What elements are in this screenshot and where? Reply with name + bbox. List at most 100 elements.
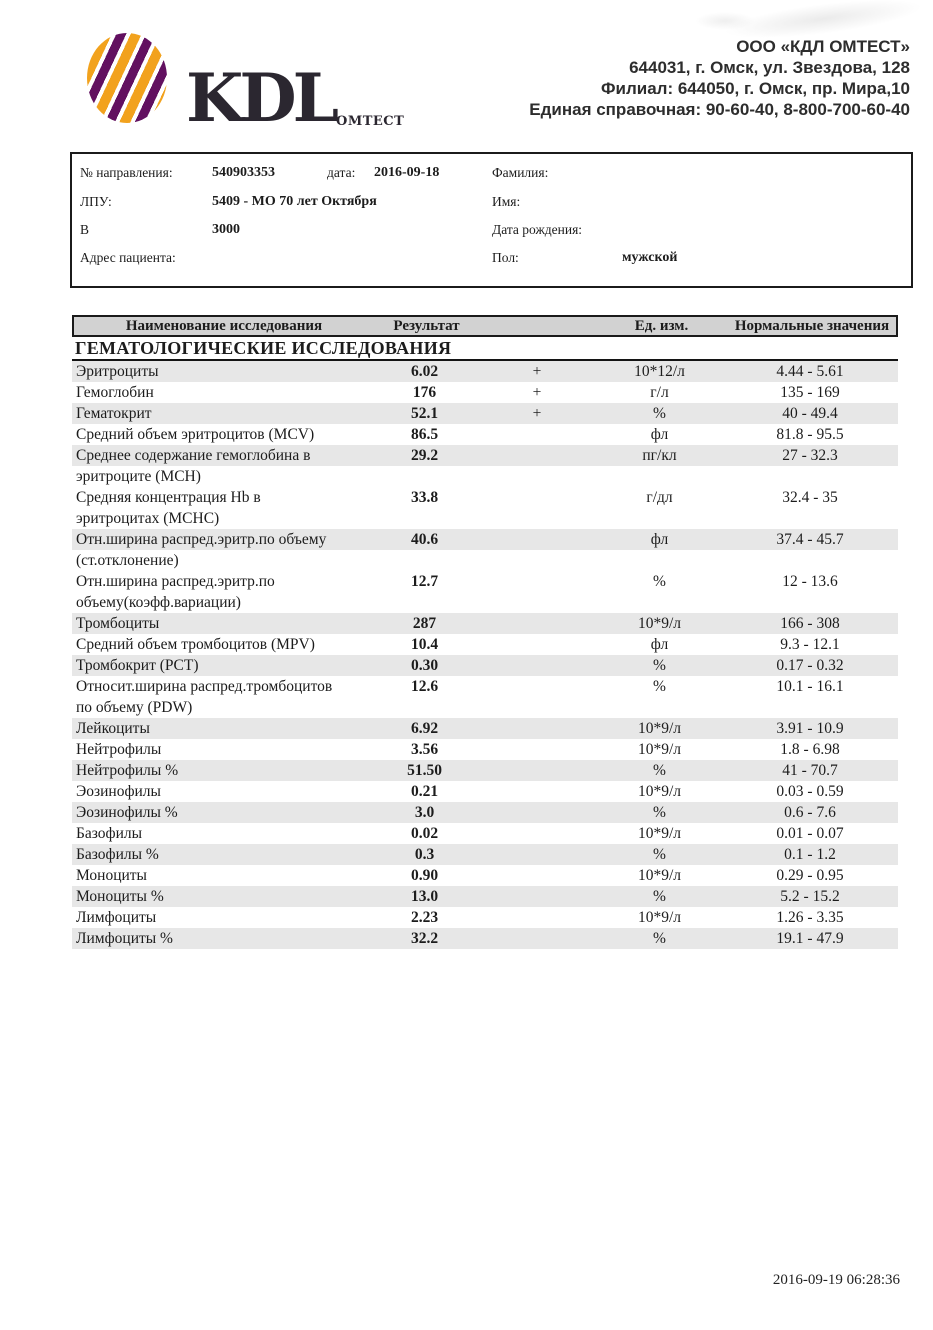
reference-range: 9.3 - 12.1 <box>780 636 840 653</box>
section-title-hematology: ГЕМАТОЛОГИЧЕСКИЕ ИССЛЕДОВАНИЯ <box>72 337 898 361</box>
sex-label: Пол: <box>492 250 519 265</box>
reference-range: 0.29 - 0.95 <box>776 867 844 884</box>
result-row: Тромбоциты 287 10*9/л 166 - 308 <box>72 613 898 634</box>
column-header-range: Нормальные значения <box>734 318 890 334</box>
test-name-cell: Базофилы <box>72 823 372 844</box>
test-name: Нейтрофилы % <box>76 762 179 779</box>
result-row: Средний объем эритроцитов (MCV) 86.5 фл … <box>72 424 898 445</box>
result-row: Гематокрит 52.1 + % 40 - 49.4 <box>72 403 898 424</box>
patient-info-box: № направления: 540903353 дата: 2016-09-1… <box>70 152 913 288</box>
kdl-sphere-logo-icon <box>87 33 167 123</box>
test-name: Отн.ширина распред.эритр.по объему <box>76 531 327 548</box>
result-value: 51.50 <box>407 762 442 779</box>
unit: % <box>653 405 666 422</box>
test-name: Тромбокрит (PCT) <box>76 657 199 674</box>
result-value: 12.7 <box>410 573 439 590</box>
results-table: Наименование исследования Результат Ед. … <box>72 315 898 949</box>
abnormal-flag <box>477 865 597 886</box>
result-value: 52.1 <box>410 405 439 422</box>
test-name-cell: Эритроциты <box>72 361 372 382</box>
date-value: 2016-09-18 <box>374 165 440 180</box>
test-name-cell: Базофилы % <box>72 844 372 865</box>
result-value: 29.2 <box>410 447 439 464</box>
result-value: 0.21 <box>410 783 439 800</box>
unit: фл <box>650 531 669 548</box>
unit: 10*9/л <box>637 615 682 632</box>
result-row: Нейтрофилы % 51.50 % 41 - 70.7 <box>72 760 898 781</box>
abnormal-flag <box>477 676 597 718</box>
unit: % <box>653 762 666 779</box>
unit: фл <box>650 636 669 653</box>
reference-range: 1.8 - 6.98 <box>780 741 840 758</box>
test-name-cell: Средний объем эритроцитов (MCV) <box>72 424 372 445</box>
abnormal-flag: + <box>532 405 542 422</box>
result-value: 0.02 <box>410 825 439 842</box>
birthdate-label: Дата рождения: <box>492 222 583 237</box>
test-name-line2: (ст.отклонение) <box>76 552 179 569</box>
result-value: 3.0 <box>414 804 435 821</box>
result-row: Эозинофилы % 3.0 % 0.6 - 7.6 <box>72 802 898 823</box>
date-label: дата: <box>327 165 356 180</box>
result-row: Тромбокрит (PCT) 0.30 % 0.17 - 0.32 <box>72 655 898 676</box>
unit: 10*9/л <box>637 720 682 737</box>
result-row: Эозинофилы 0.21 10*9/л 0.03 - 0.59 <box>72 781 898 802</box>
reference-range: 27 - 32.3 <box>782 447 838 464</box>
test-name-cell: Эозинофилы % <box>72 802 372 823</box>
abnormal-flag <box>477 655 597 676</box>
abnormal-flag <box>477 718 597 739</box>
lpu-label: ЛПУ: <box>80 194 112 209</box>
reference-range: 41 - 70.7 <box>782 762 838 779</box>
abnormal-flag <box>477 571 597 613</box>
surname-label: Фамилия: <box>492 165 549 180</box>
result-value: 2.23 <box>410 909 439 926</box>
reference-range: 37.4 - 45.7 <box>776 531 844 548</box>
result-row: Базофилы 0.02 10*9/л 0.01 - 0.07 <box>72 823 898 844</box>
reference-range: 19.1 - 47.9 <box>776 930 844 947</box>
test-name: Нейтрофилы <box>76 741 162 758</box>
unit: фл <box>650 426 669 443</box>
reference-range: 0.1 - 1.2 <box>784 846 836 863</box>
unit: г/дл <box>646 489 673 506</box>
test-name-line2: объему(коэфф.вариации) <box>76 594 241 611</box>
test-name: Отн.ширина распред.эритр.по <box>76 573 275 590</box>
v-label: В <box>80 222 90 237</box>
result-row: Лимфоциты % 32.2 % 19.1 - 47.9 <box>72 928 898 949</box>
unit: % <box>653 930 666 947</box>
sex-value: мужской <box>622 250 678 265</box>
company-phone-line: Единая справочная: 90-60-40, 8-800-700-6… <box>529 100 910 119</box>
abnormal-flag: + <box>532 384 542 401</box>
result-value: 176 <box>412 384 437 401</box>
test-name: Лимфоциты <box>76 909 157 926</box>
abnormal-flag <box>477 823 597 844</box>
result-value: 40.6 <box>410 531 439 548</box>
test-name-cell: Средний объем тромбоцитов (MPV) <box>72 634 372 655</box>
test-name-cell: Нейтрофилы <box>72 739 372 760</box>
test-name-cell: Нейтрофилы % <box>72 760 372 781</box>
unit: 10*9/л <box>637 909 682 926</box>
patient-address-label: Адрес пациента: <box>80 250 176 265</box>
test-name-cell: Среднее содержание гемоглобина в эритроц… <box>72 445 372 487</box>
unit: % <box>653 888 666 905</box>
abnormal-flag <box>477 529 597 571</box>
abnormal-flag <box>477 928 597 949</box>
test-name: Тромбоциты <box>76 615 160 632</box>
test-name-cell: Лимфоциты % <box>72 928 372 949</box>
test-name: Эозинофилы <box>76 783 161 800</box>
test-name-cell: Эозинофилы <box>72 781 372 802</box>
test-name: Среднее содержание гемоглобина в <box>76 447 311 464</box>
test-name-line2: эритроцитах (MCHC) <box>76 510 220 527</box>
kdl-logo-subtext: ОМТЕСТ <box>336 114 405 129</box>
unit: % <box>653 657 666 674</box>
test-name-cell: Моноциты <box>72 865 372 886</box>
test-name-cell: Относит.ширина распред.тромбоцитов по об… <box>72 676 372 718</box>
result-value: 0.3 <box>414 846 435 863</box>
test-name: Средний объем тромбоцитов (MPV) <box>76 636 315 653</box>
result-value: 6.02 <box>410 363 439 380</box>
reference-range: 40 - 49.4 <box>782 405 838 422</box>
result-value: 6.92 <box>410 720 439 737</box>
test-name-cell: Тромбокрит (PCT) <box>72 655 372 676</box>
result-value: 0.30 <box>410 657 439 674</box>
reference-range: 0.17 - 0.32 <box>776 657 844 674</box>
result-row: Лимфоциты 2.23 10*9/л 1.26 - 3.35 <box>72 907 898 928</box>
